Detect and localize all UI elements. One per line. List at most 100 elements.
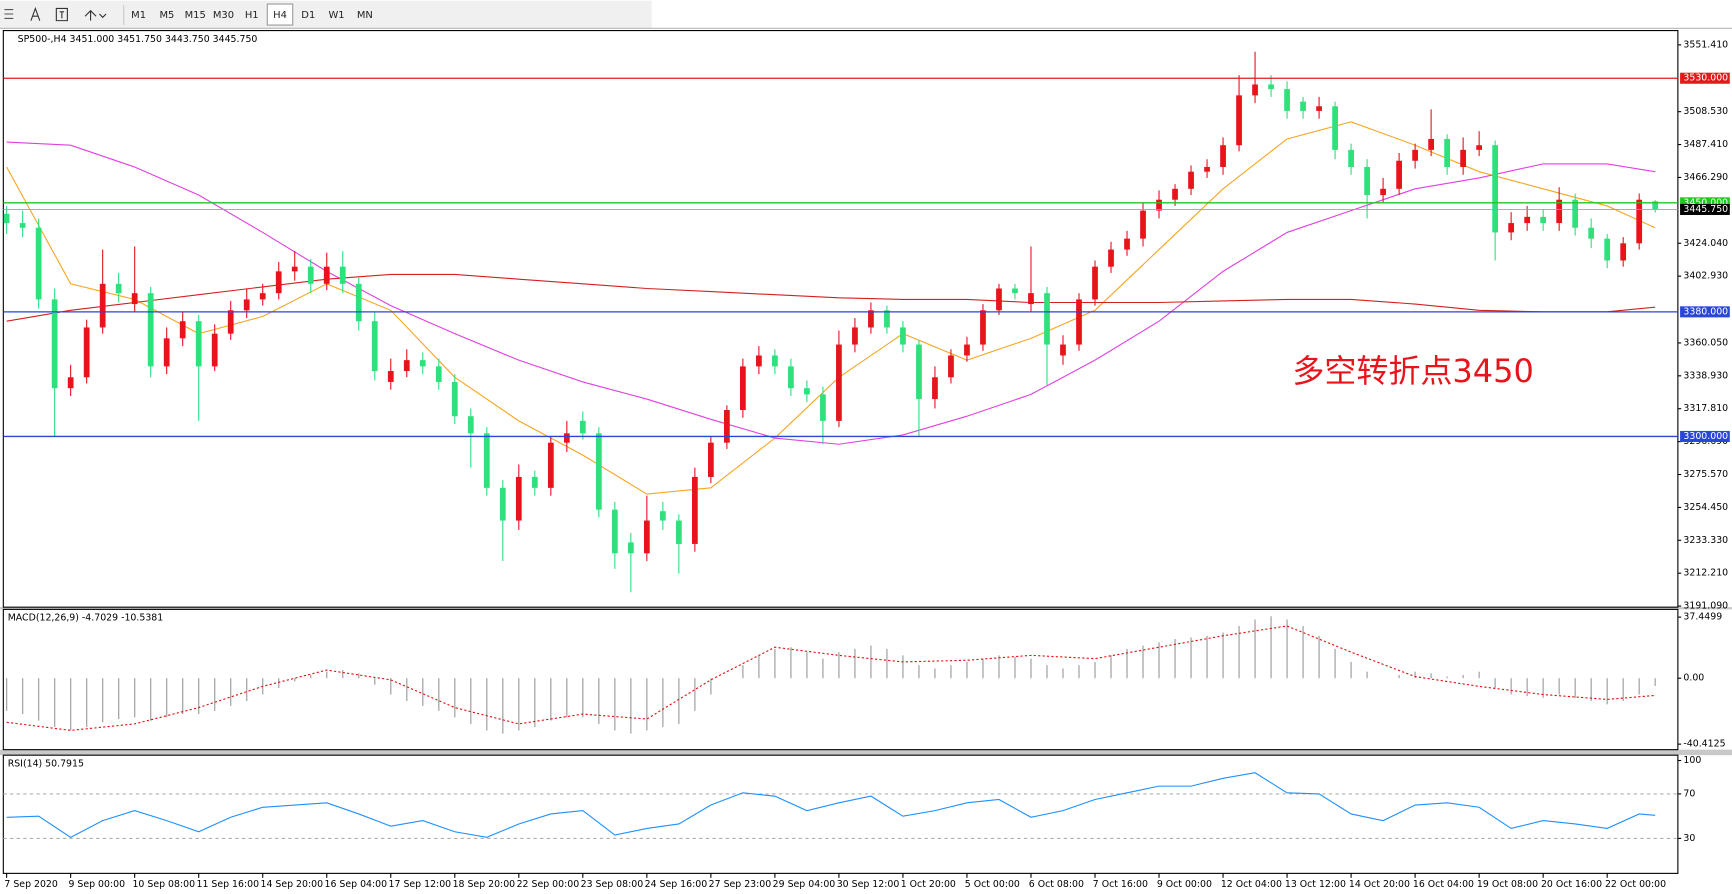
candle-body: [804, 388, 810, 395]
y-tick-label: 3402.930: [1683, 271, 1728, 282]
arrow-tool[interactable]: [84, 9, 107, 21]
timeframe-button[interactable]: M1: [131, 10, 146, 21]
candle-body: [595, 433, 602, 510]
toolbar: M1 M5 M15 M30 H1 H4 D1 W1 MN: [0, 0, 1732, 29]
x-tick-label: 22 Oct 00:00: [1605, 879, 1666, 890]
candle-body: [275, 271, 282, 294]
x-tick-label: 16 Sep 04:00: [325, 879, 388, 890]
candle-body: [1492, 145, 1499, 233]
candle-body: [419, 360, 426, 367]
candle-body: [531, 476, 538, 488]
candle-body: [1060, 344, 1066, 356]
candle-body: [1076, 299, 1082, 345]
x-tick-label: 29 Sep 04:00: [773, 879, 836, 890]
candle-body: [435, 366, 442, 382]
candle-body: [227, 310, 234, 334]
y-tick-label: 3424.040: [1683, 238, 1728, 249]
timeframe-button[interactable]: M15: [185, 10, 206, 21]
level-label-box: [1680, 306, 1730, 318]
candle-body: [1620, 243, 1627, 261]
candle-body: [67, 377, 74, 389]
timeframe-button[interactable]: M30: [213, 10, 234, 21]
panel-separator: [0, 607, 1732, 610]
y-tick-label: 3508.530: [1683, 106, 1728, 117]
candle-body: [1332, 106, 1338, 150]
candle-body: [1540, 216, 1547, 224]
candle-body: [1460, 149, 1467, 168]
y-tick-label: 3212.210: [1683, 568, 1728, 579]
candle-body: [1412, 149, 1418, 161]
x-tick-label: 10 Sep 08:00: [132, 879, 195, 890]
candle-body: [948, 355, 954, 378]
candle-body: [852, 327, 858, 345]
candle-body: [659, 511, 666, 521]
candle-body: [115, 283, 122, 294]
candle-body: [1348, 149, 1354, 168]
candle-body: [339, 266, 346, 284]
candle-body: [195, 321, 202, 367]
y-tick-label: 37.4499: [1683, 612, 1722, 623]
level-label-box: [1680, 197, 1730, 209]
timeframe-button[interactable]: H1: [245, 10, 259, 21]
candle-body: [916, 344, 922, 400]
candle-body: [1044, 293, 1050, 345]
timeframe-button[interactable]: D1: [301, 10, 315, 21]
candle-body: [868, 310, 874, 328]
y-tick-label: 0.00: [1683, 673, 1704, 684]
x-tick-label: 9 Sep 00:00: [68, 879, 125, 890]
timeframe-active: [266, 3, 294, 26]
candle-body: [1204, 167, 1210, 172]
x-tick-label: 7 Sep 2020: [4, 879, 57, 890]
timeframe-button[interactable]: M5: [159, 10, 174, 21]
level-label: 3380.000: [1683, 306, 1728, 317]
timeframe-button[interactable]: H4: [273, 10, 287, 21]
candle-body: [131, 293, 138, 305]
candle-body: [563, 433, 570, 443]
candle-body: [547, 442, 554, 488]
text-tool[interactable]: [30, 6, 41, 21]
y-tick-label: 3338.930: [1683, 370, 1728, 381]
y-tick-label: 70: [1683, 788, 1695, 799]
label-tool[interactable]: [55, 7, 68, 22]
candle-body: [643, 520, 650, 554]
y-tick-label: -40.4125: [1683, 739, 1725, 750]
x-tick-label: 14 Oct 20:00: [1349, 879, 1410, 890]
candle-body: [884, 310, 890, 328]
y-tick-label: 3551.410: [1683, 39, 1728, 50]
candle-body: [1508, 223, 1515, 233]
candle-body: [211, 333, 218, 367]
candle-body: [627, 542, 634, 554]
y-tick-label: 100: [1683, 755, 1701, 766]
candle-body: [403, 360, 410, 372]
candle-body: [163, 338, 170, 367]
candle-body: [3, 213, 10, 224]
candle-body: [1284, 89, 1290, 111]
y-tick-label: 3360.050: [1683, 337, 1728, 348]
candle-body: [1252, 84, 1258, 96]
candle-body: [1556, 199, 1563, 224]
candle-body: [772, 355, 778, 367]
moving-average: [6, 141, 1656, 445]
candle-body: [147, 293, 154, 367]
candle-body: [1156, 199, 1162, 211]
level-label: 3450.000: [1683, 197, 1728, 208]
x-tick-label: 20 Oct 16:00: [1541, 879, 1602, 890]
candle-body: [1316, 106, 1322, 111]
candle-body: [1108, 249, 1114, 267]
candle-body: [1300, 101, 1306, 111]
candle-body: [291, 266, 298, 272]
timeframe-button[interactable]: W1: [328, 10, 344, 21]
candle-body: [483, 433, 490, 488]
crosshair-tool[interactable]: [4, 9, 14, 19]
candle-body: [675, 520, 682, 544]
candle-body: [355, 283, 362, 322]
timeframe-button[interactable]: MN: [357, 10, 373, 21]
candle-body: [1236, 95, 1242, 146]
candle-body: [756, 355, 762, 367]
candle-body: [1092, 266, 1098, 300]
candle-body: [579, 420, 586, 434]
x-tick-label: 24 Sep 16:00: [645, 879, 708, 890]
moving-average: [6, 273, 1656, 322]
chart-title: RSI(14) 50.7915: [8, 759, 84, 770]
